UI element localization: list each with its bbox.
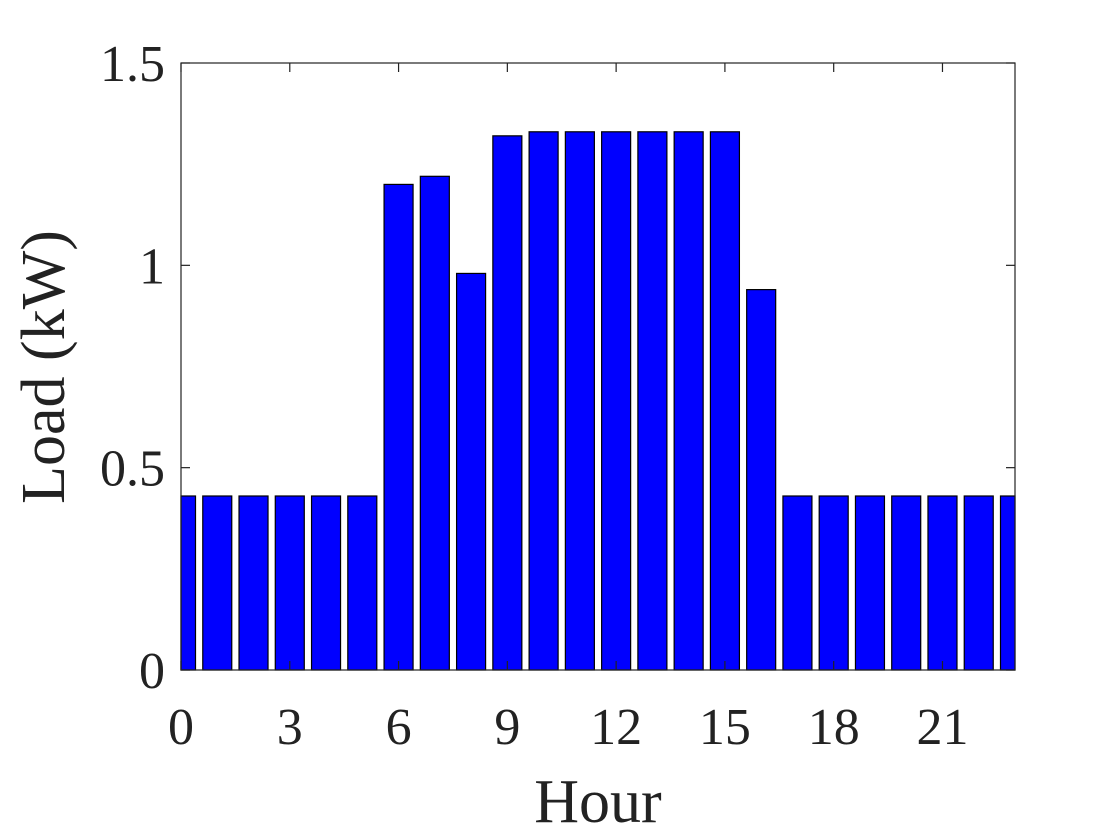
y-tick-label: 1	[139, 238, 165, 295]
y-tick-label: 0	[139, 643, 165, 700]
x-tick-label: 6	[386, 699, 412, 756]
x-tick-label: 18	[808, 699, 860, 756]
bar-hour-13	[637, 131, 668, 671]
x-tick-label: 9	[494, 699, 520, 756]
bar-hour-12	[601, 131, 632, 671]
bar-hour-19	[854, 495, 886, 671]
bar-hour-6	[383, 183, 414, 671]
x-axis-label: Hour	[534, 768, 662, 836]
bar-hour-16	[746, 289, 777, 671]
bar-hour-23	[999, 495, 1016, 671]
bar-hour-8	[455, 272, 487, 671]
bar-hour-21	[927, 495, 958, 671]
bar-hour-5	[347, 495, 378, 671]
bar-hour-0	[180, 495, 197, 671]
bar-hour-22	[963, 495, 994, 671]
bar-hour-10	[528, 131, 559, 671]
x-axis-ticks: 0 3 6 9 12 15 18 21	[168, 63, 968, 756]
bar-hour-20	[891, 495, 922, 671]
x-tick-label: 0	[168, 699, 194, 756]
bar-hour-11	[564, 131, 595, 671]
x-tick-label: 15	[699, 699, 751, 756]
x-tick-label: 12	[590, 699, 642, 756]
bar-hour-2	[238, 495, 269, 671]
bars-group	[180, 131, 1016, 671]
bar-hour-18	[818, 495, 849, 671]
bar-hour-1	[202, 495, 233, 671]
x-tick-label: 3	[277, 699, 303, 756]
plot-frame	[180, 62, 1016, 671]
bar-hour-15	[709, 131, 741, 671]
y-tick-label: 0.5	[100, 441, 165, 498]
x-tick-label: 21	[916, 699, 968, 756]
y-axis-label: Load (kW)	[10, 230, 78, 504]
y-tick-label: 1.5	[100, 36, 165, 93]
bar-hour-7	[419, 175, 450, 671]
bar-hour-17	[782, 495, 813, 671]
bar-hour-14	[673, 131, 704, 671]
bar-hour-9	[492, 135, 523, 671]
bar-hour-3	[274, 495, 305, 671]
y-axis-ticks: 0 0.5 1 1.5	[100, 36, 1015, 700]
bar-hour-4	[310, 495, 342, 671]
